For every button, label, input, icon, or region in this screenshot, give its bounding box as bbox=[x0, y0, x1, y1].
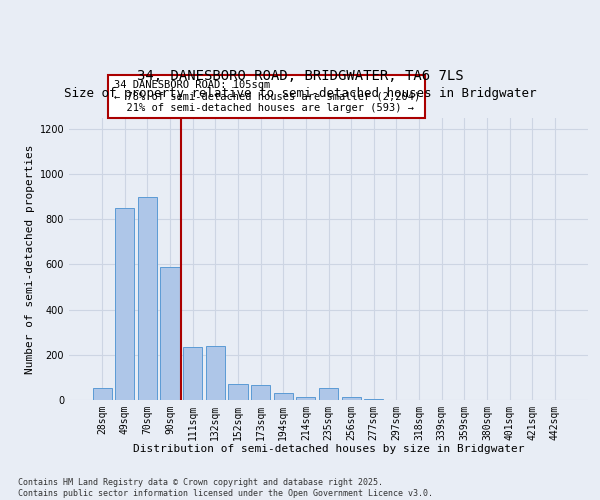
Bar bbox=[274, 393, 293, 400]
Bar bbox=[92, 388, 112, 400]
Bar bbox=[251, 386, 270, 400]
Bar bbox=[296, 396, 316, 400]
Y-axis label: Number of semi-detached properties: Number of semi-detached properties bbox=[25, 144, 35, 374]
Bar bbox=[341, 396, 361, 400]
Text: 34 DANESBORO ROAD: 105sqm
← 78% of semi-detached houses are smaller (2,204)
  21: 34 DANESBORO ROAD: 105sqm ← 78% of semi-… bbox=[113, 80, 420, 113]
Bar bbox=[206, 346, 225, 400]
Text: Contains HM Land Registry data © Crown copyright and database right 2025.
Contai: Contains HM Land Registry data © Crown c… bbox=[18, 478, 433, 498]
Text: 34, DANESBORO ROAD, BRIDGWATER, TA6 7LS: 34, DANESBORO ROAD, BRIDGWATER, TA6 7LS bbox=[137, 68, 463, 82]
Bar bbox=[183, 347, 202, 400]
X-axis label: Distribution of semi-detached houses by size in Bridgwater: Distribution of semi-detached houses by … bbox=[133, 444, 524, 454]
Text: Size of property relative to semi-detached houses in Bridgwater: Size of property relative to semi-detach… bbox=[64, 87, 536, 100]
Bar bbox=[229, 384, 248, 400]
Bar bbox=[138, 196, 157, 400]
Bar bbox=[319, 388, 338, 400]
Bar bbox=[364, 399, 383, 400]
Bar bbox=[115, 208, 134, 400]
Bar bbox=[160, 266, 180, 400]
